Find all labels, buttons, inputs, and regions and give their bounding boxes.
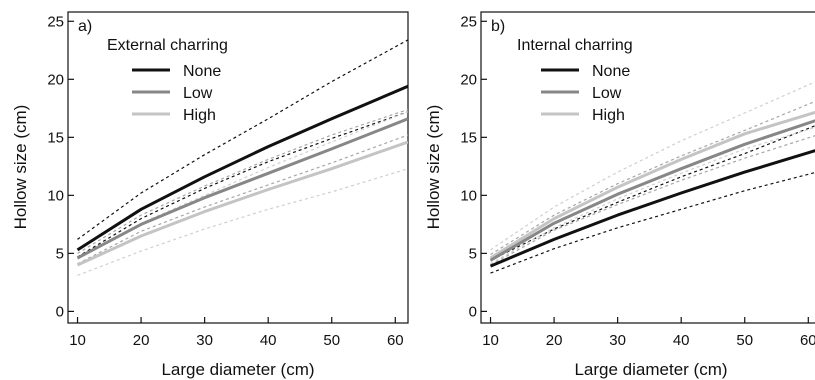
legend-label-none-b: None: [592, 63, 630, 80]
legend-label-high-a: High: [183, 107, 216, 124]
x-axis-ticks-b: 10 20 30 40 50 60: [482, 317, 815, 349]
x-tick-label: 60: [387, 332, 404, 349]
legend-label-high-b: High: [592, 107, 625, 124]
series-high-ci-lower-line: [490, 126, 815, 265]
series-low-fit-line: [489, 119, 815, 262]
x-axis-title-b: Large diameter (cm): [574, 360, 727, 379]
series-low-ci-upper-line: [77, 108, 408, 254]
x-tick-label: 10: [482, 332, 499, 349]
y-tick-label: 5: [56, 245, 64, 262]
series-low-ci-upper-line: [490, 100, 815, 256]
x-tick-label: 60: [800, 332, 815, 349]
x-tick-label: 50: [736, 332, 753, 349]
y-axis-title-a: Hollow size (cm): [11, 105, 30, 230]
series-high-ci-lower-line: [77, 168, 408, 276]
series-low-fit-line: [76, 117, 408, 260]
legend-label-none-a: None: [183, 63, 221, 80]
y-tick-label: 20: [460, 71, 477, 88]
y-axis-ticks-b: 0 5 10 15 20 25: [460, 13, 487, 320]
series-low-ci-lower-line: [490, 135, 815, 266]
y-tick-label: 0: [469, 303, 477, 320]
legend-a: None Low High: [132, 63, 221, 124]
x-axis-ticks-a: 10 20 30 40 50 60: [69, 317, 404, 349]
series-none-ci-upper-line: [77, 39, 408, 240]
y-axis-title-b: Hollow size (cm): [424, 105, 443, 230]
series-high-ci-upper-line: [77, 111, 408, 260]
plot-frame-a: [67, 11, 409, 324]
series-none-ci-lower-line: [77, 111, 408, 258]
y-tick-label: 20: [47, 71, 64, 88]
series-none-fit-line: [76, 84, 408, 252]
x-tick-label: 10: [69, 332, 86, 349]
legend-label-low-b: Low: [592, 85, 622, 102]
legend-b: None Low High: [541, 63, 630, 124]
y-tick-label: 15: [47, 129, 64, 146]
legend-title-b: Internal charring: [517, 37, 633, 54]
series-none-ci-lower-line: [490, 171, 815, 274]
panel-label-a: a): [78, 18, 92, 35]
series-none-ci-upper-line: [490, 125, 815, 261]
plot-frame-b: [480, 11, 815, 324]
y-tick-label: 5: [469, 245, 477, 262]
y-tick-label: 15: [460, 129, 477, 146]
y-tick-label: 25: [460, 13, 477, 30]
series-lines-a: [76, 39, 408, 276]
series-lines-b: [489, 81, 815, 274]
y-axis-ticks-a: 0 5 10 15 20 25: [47, 13, 74, 320]
legend-label-low-a: Low: [183, 85, 213, 102]
x-tick-label: 40: [260, 332, 277, 349]
series-high-fit-line: [489, 110, 815, 260]
x-tick-label: 40: [673, 332, 690, 349]
panel-label-b: b): [491, 18, 505, 35]
series-high-fit-line: [76, 140, 408, 267]
x-tick-label: 20: [546, 332, 563, 349]
x-tick-label: 50: [323, 332, 340, 349]
x-tick-label: 30: [196, 332, 213, 349]
panel-a: 0 5 10 15 20 25 10 20 30 40 50 60 a) External char…: [11, 11, 409, 379]
y-tick-label: 0: [56, 303, 64, 320]
series-none-fit-line: [489, 149, 815, 268]
panel-b: 0 5 10 15 20 25 10 20 30 40 50 60 b) Internal char…: [424, 11, 815, 379]
x-tick-label: 30: [609, 332, 626, 349]
y-tick-label: 10: [47, 187, 64, 204]
x-tick-label: 20: [133, 332, 150, 349]
x-axis-title-a: Large diameter (cm): [161, 360, 314, 379]
legend-title-a: External charring: [107, 37, 228, 54]
y-tick-label: 25: [47, 13, 64, 30]
y-tick-label: 10: [460, 187, 477, 204]
